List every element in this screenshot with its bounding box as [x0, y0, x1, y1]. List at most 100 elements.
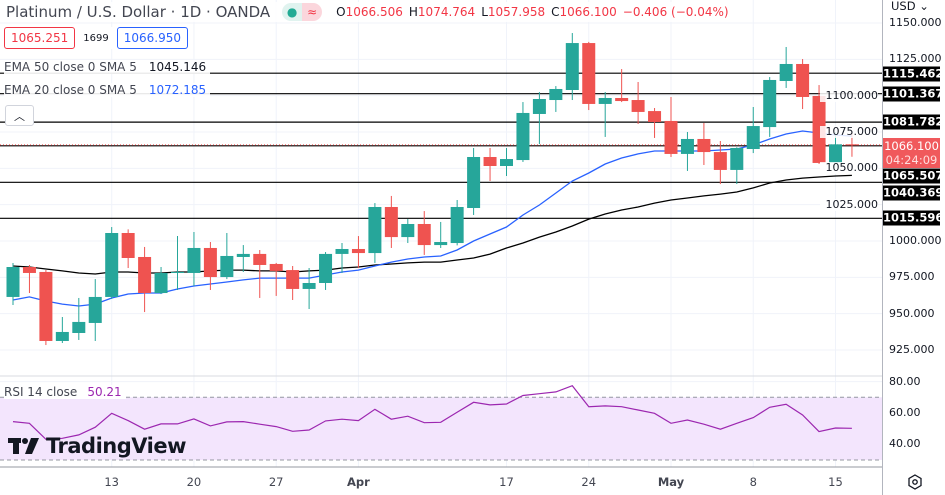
chevron-up-icon: ︿ [14, 109, 25, 123]
price-line-label: 1065.507 [883, 168, 944, 184]
time-label: 15 [828, 475, 843, 489]
low-label: L [481, 5, 488, 19]
candle-up [467, 156, 481, 209]
time-label: May [657, 475, 685, 489]
rsi-tick: 40.00 [889, 437, 921, 451]
candle-up [171, 271, 184, 273]
ema20-legend[interactable]: EMA 20 close 0 SMA 5 1072.185 [4, 83, 211, 97]
rsi-line-path [12, 384, 852, 440]
candle-up [6, 267, 20, 297]
price-tick: 1075.000 [820, 125, 878, 138]
candle-up [746, 126, 760, 150]
candle-down [713, 152, 727, 170]
candle-up [450, 206, 464, 244]
candle-up [88, 296, 102, 323]
price-tick: 925.000 [889, 342, 935, 356]
ema50-value: 1045.146 [148, 60, 207, 74]
candle-down [253, 253, 267, 265]
tradingview-logo[interactable]: TradingView [8, 434, 186, 458]
ema20-value: 1072.185 [148, 83, 207, 97]
price-line-label: 1015.596 [883, 210, 944, 226]
rsi-line [12, 384, 852, 440]
collapse-legend-button[interactable]: ︿ [5, 105, 34, 126]
candle-up [401, 223, 415, 238]
candle-up [779, 63, 793, 81]
candle-up [302, 282, 316, 289]
rsi-value: 50.21 [87, 385, 122, 399]
current-price: 1066.100 [884, 139, 939, 153]
time-label: 8 [749, 475, 757, 489]
change-value: −0.406 (−0.04%) [622, 5, 729, 19]
settings-icon[interactable] [907, 474, 923, 490]
time-label: 24 [581, 475, 597, 489]
ema-lines [12, 130, 852, 307]
rsi-levels [0, 396, 882, 461]
rsi-tick: 60.00 [889, 405, 921, 419]
price-line-label: 1081.782 [883, 114, 944, 130]
time-label: 13 [104, 475, 120, 489]
candle-up [598, 97, 612, 104]
open-label: O [336, 5, 346, 19]
price-axis[interactable]: 925.000 950.000 975.000 1000.000 1125.000 115… [882, 0, 945, 495]
close-value: 1066.100 [559, 5, 617, 19]
price-tick: 1100.000 [820, 89, 878, 102]
candle-up [319, 253, 333, 283]
spread-value: 1699 [83, 32, 109, 44]
price-tick: 1150.000 [889, 16, 942, 29]
candle-down [269, 263, 283, 271]
price-line-label: 1040.369 [883, 185, 944, 201]
candle-down [697, 138, 711, 153]
buy-button[interactable]: 1066.950 [116, 27, 188, 49]
candle-up [368, 206, 382, 254]
candle-down [22, 267, 36, 273]
time-label: 17 [499, 475, 514, 489]
ema50-legend[interactable]: EMA 50 close 0 SMA 5 1045.146 [4, 60, 211, 74]
chart-canvas[interactable] [0, 0, 882, 495]
time-label: 27 [268, 475, 284, 489]
approx-wave-icon: ≈ [302, 3, 323, 21]
candle-down [138, 256, 152, 294]
currency-selector[interactable]: USD ⌄ [891, 0, 929, 13]
rsi-legend[interactable]: RSI 14 close 50.21 [4, 385, 126, 399]
open-value: 1066.506 [345, 5, 403, 19]
candle-up [335, 248, 349, 254]
rsi-tick: 80.00 [889, 374, 921, 388]
candle-down [615, 97, 629, 102]
logo-text: TradingView [46, 434, 186, 458]
candle-down [286, 270, 300, 289]
rsi-label: RSI 14 close [4, 385, 78, 399]
candle-up [763, 79, 777, 128]
status-pill[interactable]: ● ≈ [282, 3, 323, 21]
candle-down [384, 206, 398, 238]
candle-down [648, 111, 662, 122]
candle-up [532, 99, 546, 114]
price-tick: 1125.000 [889, 52, 942, 66]
symbol-title[interactable]: Platinum / U.S. Dollar · 1D · OANDA [6, 3, 271, 21]
candle-down [351, 248, 365, 254]
price-line-label: 1101.367 [883, 86, 944, 102]
price-tick: 1050.000 [820, 162, 878, 175]
green-dot-icon: ● [282, 3, 303, 21]
candle-down [664, 120, 678, 154]
candle-up [187, 247, 201, 273]
ema20-label: EMA 20 close 0 SMA 5 [4, 83, 137, 97]
trade-buttons: 1065.251 1699 1066.950 [4, 27, 188, 49]
candle-down [39, 271, 53, 341]
candle-down [203, 247, 217, 278]
candle-up [829, 144, 842, 163]
ema50-line [12, 174, 852, 275]
candle-up [154, 272, 168, 294]
ema50-label: EMA 50 close 0 SMA 5 [4, 60, 137, 74]
candle-down [631, 100, 645, 112]
candle-up [565, 43, 579, 90]
price-tick: 1025.000 [820, 198, 878, 211]
high-label: H [408, 5, 418, 19]
chevron-down-icon: ⌄ [919, 0, 929, 13]
price-line-label: 1115.462 [883, 66, 944, 82]
sell-button[interactable]: 1065.251 [4, 27, 76, 49]
candles [6, 33, 859, 346]
candle-up [72, 321, 86, 333]
candle-up [516, 112, 530, 161]
high-value: 1074.764 [417, 5, 476, 19]
candle-down [121, 233, 135, 258]
